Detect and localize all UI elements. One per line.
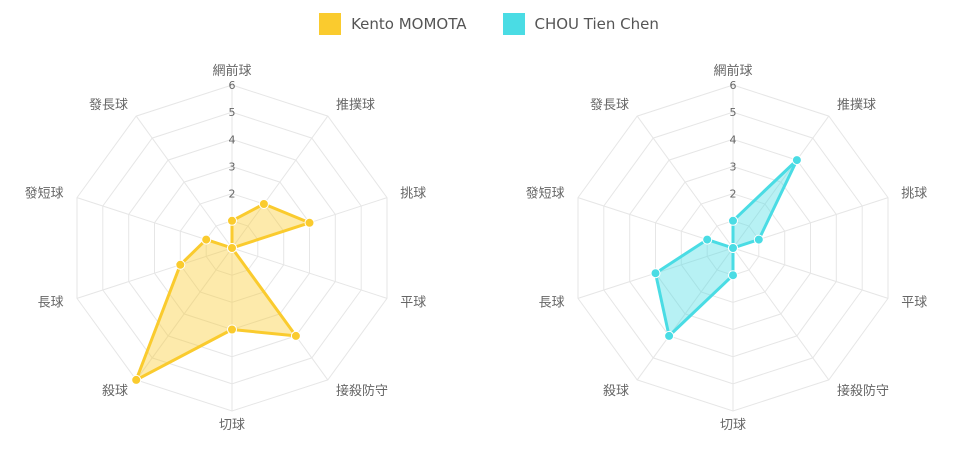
legend: Kento MOMOTA CHOU Tien Chen	[0, 10, 978, 38]
axis-label: 發長球	[590, 98, 629, 113]
tick-label: 2	[730, 188, 737, 201]
grid-spoke	[135, 115, 233, 249]
axis-label: 殺球	[603, 384, 629, 399]
data-point	[791, 155, 802, 166]
data-point	[728, 243, 738, 253]
data-point	[650, 268, 661, 279]
tick-label: 6	[730, 79, 737, 92]
data-point	[227, 215, 237, 226]
tick-label: 2	[229, 188, 236, 201]
axis-label: 平球	[901, 296, 927, 311]
legend-swatch-momota	[319, 13, 342, 35]
data-point	[304, 217, 315, 228]
data-point	[728, 270, 738, 281]
legend-label-chou: CHOU Tien Chen	[534, 15, 659, 33]
tick-label: 4	[229, 133, 236, 146]
axis-label: 挑球	[400, 186, 426, 201]
radar-chart-2: 123456網前球推撲球挑球平球接殺防守切球殺球長球發短球發長球	[526, 63, 928, 433]
data-point	[227, 324, 237, 335]
axis-label: 接殺防守	[837, 383, 889, 399]
legend-item-momota[interactable]: Kento MOMOTA	[319, 13, 467, 35]
data-point	[728, 215, 738, 226]
data-point	[290, 330, 301, 341]
legend-swatch-chou	[502, 13, 525, 35]
axis-label: 平球	[400, 296, 426, 311]
data-point	[131, 374, 142, 385]
grid-spoke	[76, 247, 233, 299]
axis-label: 推撲球	[837, 98, 876, 113]
tick-label: 4	[730, 133, 737, 146]
data-point	[201, 234, 212, 245]
axis-label: 切球	[720, 418, 746, 433]
legend-label-momota: Kento MOMOTA	[351, 15, 467, 33]
tick-label: 3	[730, 161, 737, 174]
data-point	[664, 330, 675, 341]
axis-label: 挑球	[901, 186, 927, 201]
data-point	[753, 234, 764, 245]
axis-label: 網前球	[212, 63, 251, 79]
axis-label: 接殺防守	[336, 383, 388, 399]
grid-spoke	[732, 247, 830, 381]
axis-label: 切球	[219, 418, 245, 433]
axis-label: 發短球	[526, 186, 565, 201]
tick-label: 5	[229, 106, 236, 119]
grid-spoke	[636, 115, 734, 249]
radar-chart-1: 123456網前球推撲球挑球平球接殺防守切球殺球長球發短球發長球	[25, 63, 427, 433]
axis-label: 發短球	[25, 186, 64, 201]
grid-spoke	[135, 247, 233, 381]
data-point	[175, 259, 186, 270]
axis-label: 長球	[539, 296, 565, 311]
grid-spoke	[636, 247, 734, 381]
axis-label: 推撲球	[336, 98, 375, 113]
data-point	[227, 243, 237, 253]
axis-label: 長球	[38, 296, 64, 311]
axis-label: 發長球	[89, 98, 128, 113]
axis-label: 殺球	[102, 384, 128, 399]
tick-label: 5	[730, 106, 737, 119]
series-area	[654, 158, 799, 338]
axis-label: 網前球	[713, 63, 752, 79]
grid-spoke	[732, 247, 889, 299]
data-point	[258, 199, 269, 209]
grid-spoke	[732, 115, 830, 249]
legend-item-chou[interactable]: CHOU Tien Chen	[502, 13, 659, 35]
data-point	[702, 234, 713, 245]
grid-spoke	[231, 115, 329, 249]
grid-spoke	[231, 247, 388, 299]
tick-label: 6	[229, 79, 236, 92]
tick-label: 3	[229, 161, 236, 174]
